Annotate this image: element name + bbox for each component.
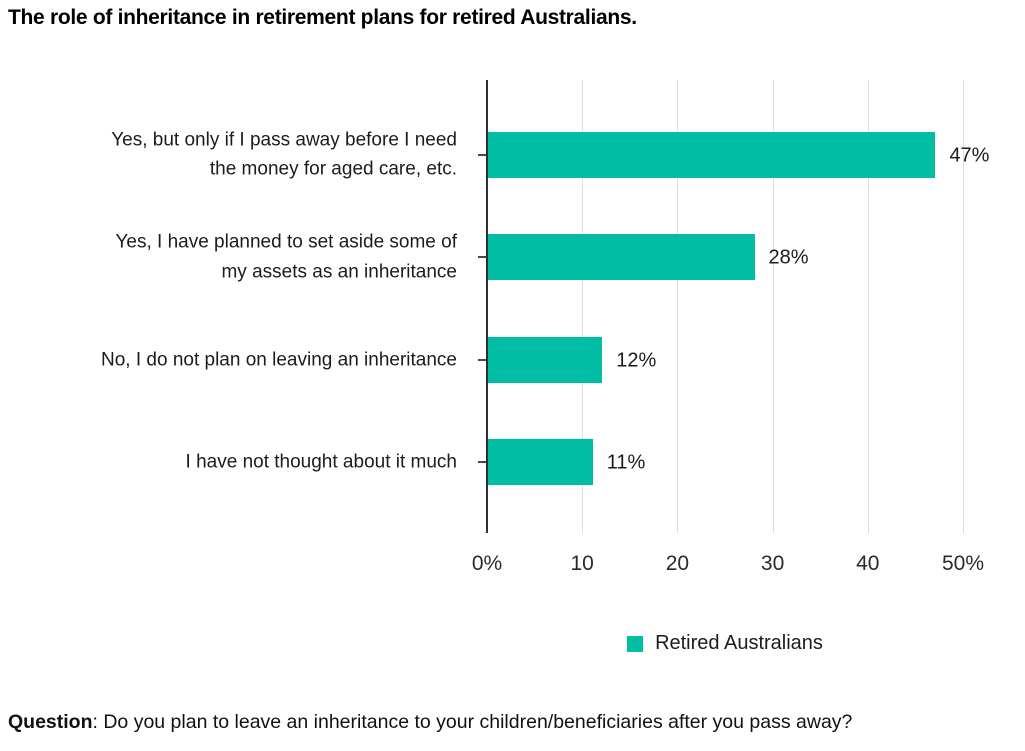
legend-swatch-icon (627, 635, 644, 652)
x-tick-label: 50% (941, 552, 985, 575)
footer-question-text: : Do you plan to leave an inheritance to… (92, 711, 853, 733)
footer-question-label: Question (8, 711, 93, 733)
chart-title: The role of inheritance in retirement pl… (8, 6, 637, 29)
x-tick-label: 40 (856, 552, 880, 575)
x-tick-label: 0% (471, 552, 503, 575)
bar (488, 439, 593, 486)
bar (488, 234, 755, 281)
axis-tick (478, 256, 486, 259)
category-label: Yes, I have planned to set aside some of… (115, 231, 457, 283)
footer-question: Question: Do you plan to leave an inheri… (8, 711, 1018, 734)
x-tick-label: 20 (665, 552, 690, 575)
y-axis-line (486, 80, 488, 533)
gridline (582, 80, 584, 533)
value-label: 47% (949, 144, 990, 167)
x-tick-label: 30 (760, 552, 785, 575)
axis-tick (478, 461, 486, 464)
category-label: I have not thought about it much (185, 451, 457, 473)
legend-label: Retired Australians (655, 632, 823, 654)
legend: Retired Australians (487, 632, 963, 655)
value-label: 28% (768, 246, 809, 269)
value-label: 11% (606, 451, 646, 474)
bar (488, 132, 936, 178)
gridline (772, 80, 774, 533)
bar (488, 336, 603, 383)
axis-tick (478, 358, 486, 361)
gridline (867, 80, 869, 533)
category-label: Yes, but only if I pass away before I ne… (111, 129, 457, 180)
x-tick-label: 10 (570, 552, 594, 575)
axis-tick (478, 154, 486, 156)
category-label: No, I do not plan on leaving an inherita… (101, 349, 457, 371)
value-label: 12% (616, 349, 657, 372)
gridline (963, 80, 964, 533)
gridline (677, 80, 679, 533)
